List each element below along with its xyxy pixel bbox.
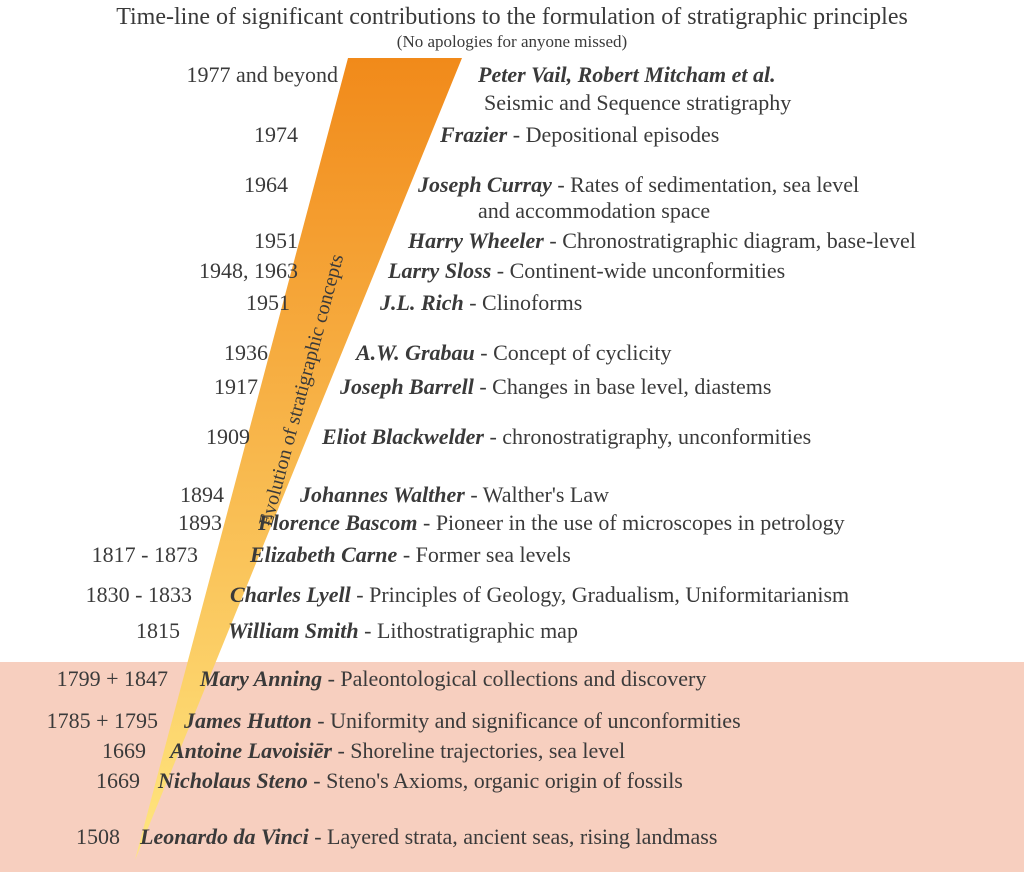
timeline-row: 1909 Eliot Blackwelder - chronostratigrap… [0,424,1024,456]
contribution-desc: - Principles of Geology, Gradualism, Uni… [351,582,849,607]
timeline-year: 1977 and beyond [186,62,338,88]
timeline-entry: Leonardo da Vinci - Layered strata, anci… [140,824,717,850]
timeline-entry: James Hutton - Uniformity and significan… [184,708,741,734]
contribution-desc: - Walther's Law [465,482,609,507]
timeline-entry: Elizabeth Carne - Former sea levels [250,542,571,568]
timeline-row: 1936 A.W. Grabau - Concept of cyclicity [0,340,1024,372]
timeline-entry: Charles Lyell - Principles of Geology, G… [230,582,849,608]
timeline-row: 1508 Leonardo da Vinci - Layered strata, … [0,824,1024,856]
timeline-canvas: Evolution of stratigraphic concepts Time… [0,0,1024,875]
timeline-entry: William Smith - Lithostratigraphic map [228,618,578,644]
timeline-entry: Joseph Curray - Rates of sedimentation, … [418,172,859,198]
contribution-desc: - Pioneer in the use of microscopes in p… [418,510,845,535]
timeline-year: 1948, 1963 [199,258,298,284]
timeline-year: 1894 [180,482,224,508]
contributor-name: A.W. Grabau [356,340,475,365]
contribution-desc: - Former sea levels [397,542,571,567]
contribution-desc: - Lithostratigraphic map [359,618,578,643]
contribution-desc: - chronostratigraphy, unconformities [484,424,811,449]
timeline-year: 1893 [178,510,222,536]
contributor-name: Eliot Blackwelder [322,424,484,449]
timeline-row: 1974 Frazier - Depositional episodes [0,122,1024,154]
timeline-year: 1799 + 1847 [57,666,168,692]
contribution-desc: - Paleontological collections and discov… [322,666,706,691]
contribution-desc: - Concept of cyclicity [475,340,672,365]
timeline-year: 1964 [244,172,288,198]
timeline-year: 1785 + 1795 [47,708,158,734]
timeline-year: 1917 [214,374,258,400]
timeline-row: 1917 Joseph Barrell - Changes in base lev… [0,374,1024,406]
contributor-name: Charles Lyell [230,582,351,607]
contribution-desc: - Depositional episodes [507,122,719,147]
contributor-name: Larry Sloss [388,258,491,283]
contribution-desc: - Continent-wide unconformities [491,258,785,283]
timeline-year: 1951 [254,228,298,254]
timeline-year: 1508 [76,824,120,850]
timeline-row: 1948, 1963 Larry Sloss - Continent-wide u… [0,258,1024,290]
contribution-subline: and accommodation space [478,198,710,224]
contribution-desc: - Steno's Axioms, organic origin of foss… [308,768,683,793]
timeline-entry: Frazier - Depositional episodes [440,122,719,148]
timeline-entry: Joseph Barrell - Changes in base level, … [340,374,771,400]
timeline-entry: Mary Anning - Paleontological collection… [200,666,706,692]
timeline-entry: J.L. Rich - Clinoforms [380,290,582,316]
timeline-entry: Peter Vail, Robert Mitcham et al. [478,62,776,88]
contributor-name: Frazier [440,122,507,147]
timeline-row: 1799 + 1847 Mary Anning - Paleontological… [0,666,1024,698]
contributor-name: Leonardo da Vinci [140,824,309,849]
contributor-name: Antoine Lavoisiēr [170,738,332,763]
timeline-row: 1785 + 1795 James Hutton - Uniformity and… [0,708,1024,740]
timeline-entry: A.W. Grabau - Concept of cyclicity [356,340,672,366]
timeline-row: 1977 and beyond Peter Vail, Robert Mitcha… [0,62,1024,94]
timeline-year: 1669 [96,768,140,794]
contribution-desc: - Shoreline trajectories, sea level [332,738,625,763]
contribution-desc: - Chronostratigraphic diagram, base-leve… [544,228,916,253]
contribution-subline: Seismic and Sequence stratigraphy [484,90,791,116]
contributor-name: Florence Bascom [258,510,418,535]
timeline-row: 1893 Florence Bascom - Pioneer in the use… [0,510,1024,542]
timeline-row: 1964 Joseph Curray - Rates of sedimentati… [0,172,1024,204]
timeline-row: 1815 William Smith - Lithostratigraphic m… [0,618,1024,650]
timeline-row: 1669 Nicholaus Steno - Steno's Axioms, or… [0,768,1024,800]
timeline-entry: Florence Bascom - Pioneer in the use of … [258,510,845,536]
contribution-desc: - Layered strata, ancient seas, rising l… [309,824,718,849]
timeline-year: 1669 [102,738,146,764]
contributor-name: James Hutton [184,708,312,733]
timeline-row: 1951 J.L. Rich - Clinoforms [0,290,1024,322]
contributor-name: J.L. Rich [380,290,464,315]
timeline-entry: Eliot Blackwelder - chronostratigraphy, … [322,424,811,450]
timeline-year: 1909 [206,424,250,450]
timeline-row: 1830 - 1833 Charles Lyell - Principles of… [0,582,1024,614]
contribution-desc: - Rates of sedimentation, sea level [552,172,859,197]
timeline-year: 1974 [254,122,298,148]
timeline-entry: Johannes Walther - Walther's Law [300,482,609,508]
contributor-name: Joseph Barrell [340,374,474,399]
timeline-row: 1817 - 1873 Elizabeth Carne - Former sea … [0,542,1024,574]
timeline-year: 1951 [246,290,290,316]
contribution-desc: - Clinoforms [464,290,583,315]
timeline-row: 1669 Antoine Lavoisiēr - Shoreline trajec… [0,738,1024,770]
contributor-name: Nicholaus Steno [158,768,308,793]
page-subtitle: (No apologies for anyone missed) [0,32,1024,52]
page-title: Time-line of significant contributions t… [0,4,1024,31]
contribution-desc: - Uniformity and significance of unconfo… [312,708,741,733]
timeline-year: 1936 [224,340,268,366]
timeline-year: 1830 - 1833 [86,582,192,608]
contributor-name: Elizabeth Carne [250,542,397,567]
contributor-name: Johannes Walther [300,482,465,507]
timeline-year: 1815 [136,618,180,644]
timeline-row: 1951 Harry Wheeler - Chronostratigraphic … [0,228,1024,260]
timeline-year: 1817 - 1873 [92,542,198,568]
contributor-name: William Smith [228,618,359,643]
contributor-name: Harry Wheeler [408,228,544,253]
contributor-name: Peter Vail, Robert Mitcham et al. [478,62,776,87]
contribution-desc: - Changes in base level, diastems [474,374,772,399]
timeline-entry: Nicholaus Steno - Steno's Axioms, organi… [158,768,683,794]
timeline-entry: Antoine Lavoisiēr - Shoreline trajectori… [170,738,625,764]
timeline-entry: Harry Wheeler - Chronostratigraphic diag… [408,228,916,254]
timeline-entry: Larry Sloss - Continent-wide unconformit… [388,258,785,284]
contributor-name: Joseph Curray [418,172,552,197]
contributor-name: Mary Anning [200,666,322,691]
